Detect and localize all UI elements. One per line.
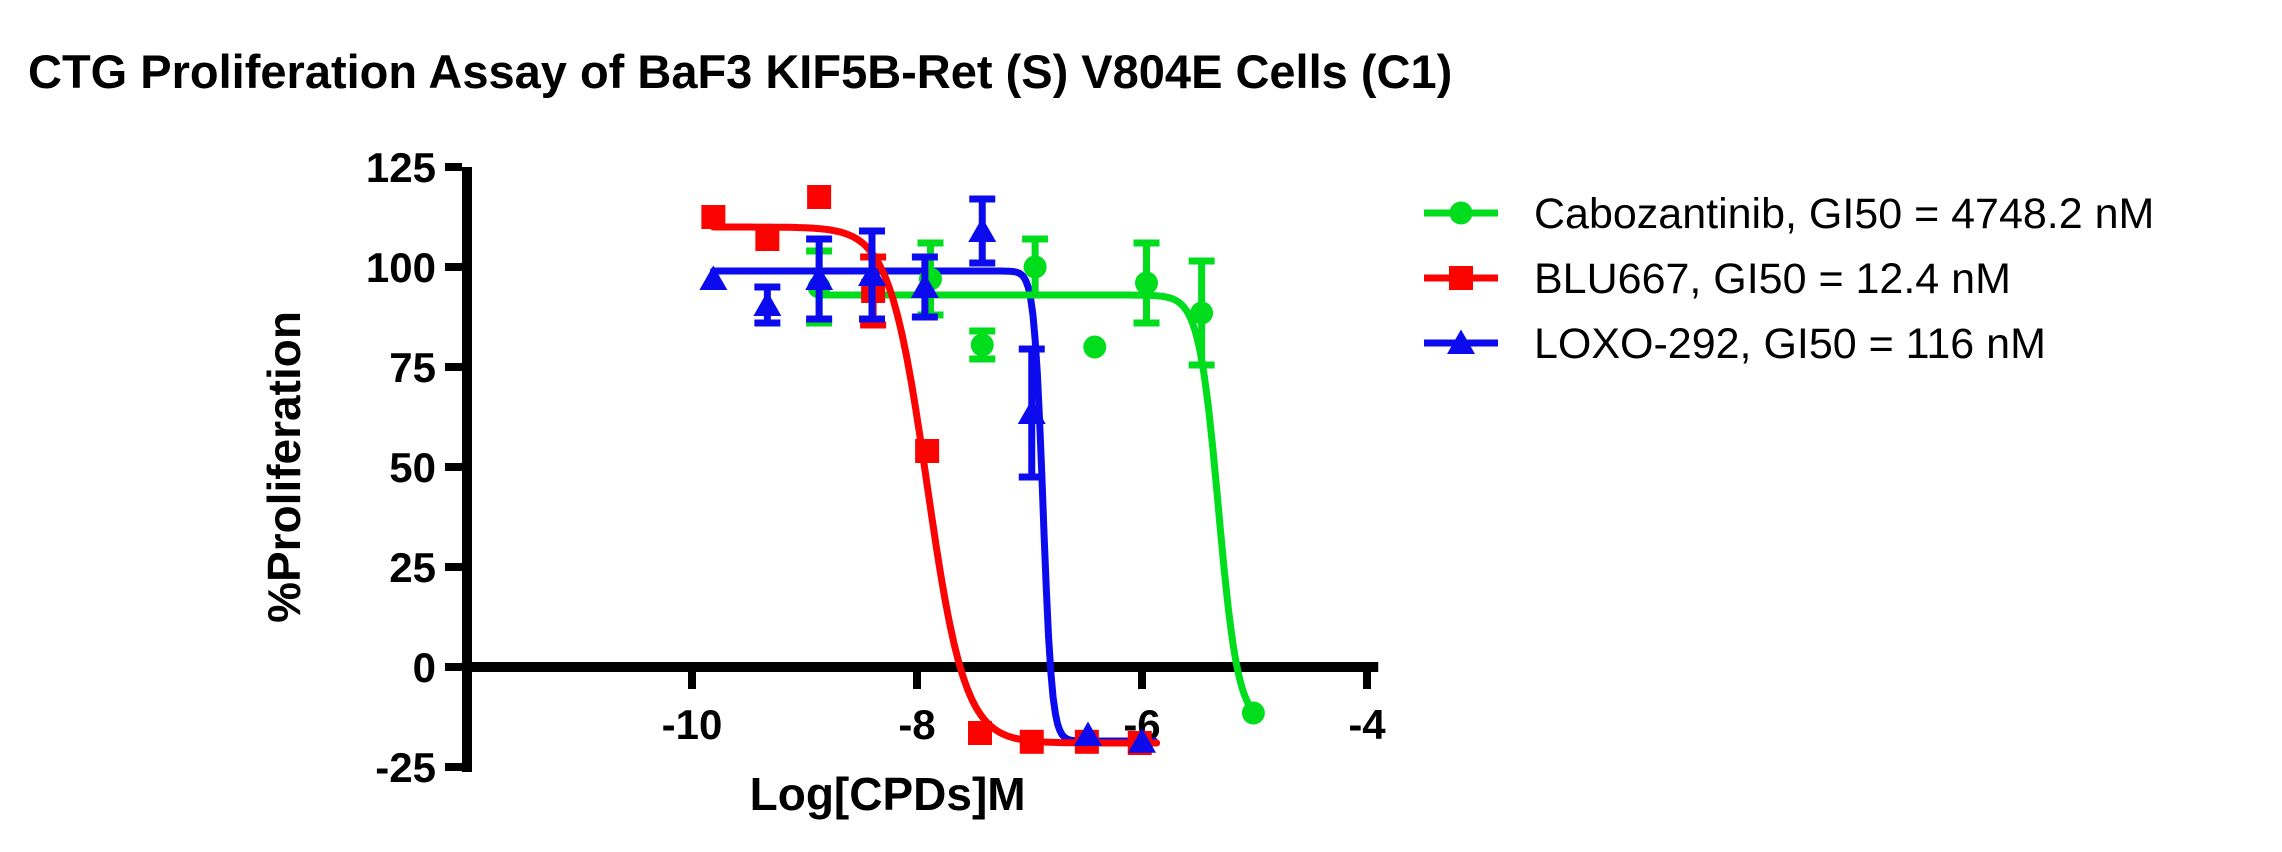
data-point-marker bbox=[910, 273, 939, 298]
data-point-marker bbox=[1190, 301, 1214, 325]
data-point-marker bbox=[915, 439, 940, 463]
legend-label: LOXO-292, GI50 = 116 nM bbox=[1534, 320, 2046, 368]
data-point-marker bbox=[1449, 201, 1473, 225]
data-point-marker bbox=[1128, 728, 1156, 753]
y-tick-label: 75 bbox=[389, 344, 436, 391]
y-tick-label: 50 bbox=[389, 444, 436, 491]
legend-label: Cabozantinib, GI50 = 4748.2 nM bbox=[1534, 190, 2154, 238]
legend-item-blu667: BLU667, GI50 = 12.4 nM bbox=[1424, 255, 2011, 303]
x-tick-label: -8 bbox=[898, 701, 935, 748]
series-loxo-292 bbox=[699, 195, 1156, 753]
data-point-marker bbox=[753, 291, 782, 316]
y-tick-label: 100 bbox=[366, 244, 436, 291]
data-point-marker bbox=[968, 217, 997, 242]
data-point-marker bbox=[1017, 399, 1046, 424]
data-point-marker bbox=[1447, 329, 1475, 354]
axes: -10 -8 -6 -41251007550250-25Log[CPDs]M%Prol… bbox=[258, 144, 1386, 820]
x-tick-label: -4 bbox=[1348, 701, 1386, 748]
data-point-marker bbox=[1074, 721, 1102, 746]
data-point-marker bbox=[1135, 271, 1158, 295]
legend-label: BLU667, GI50 = 12.4 nM bbox=[1534, 255, 2011, 303]
y-tick-label: -25 bbox=[375, 744, 436, 791]
data-point-marker bbox=[858, 261, 886, 286]
data-point-marker bbox=[1023, 255, 1047, 279]
data-point-marker bbox=[1449, 266, 1473, 290]
x-tick-label: -10 bbox=[662, 701, 723, 748]
y-axis-title: %Proliferation bbox=[258, 311, 310, 623]
y-tick-label: 25 bbox=[389, 544, 436, 591]
y-tick-label: 125 bbox=[366, 144, 436, 191]
chart-title: CTG Proliferation Assay of BaF3 KIF5B-Re… bbox=[28, 45, 1453, 98]
legend-item-cabozantinib: Cabozantinib, GI50 = 4748.2 nM bbox=[1424, 190, 2154, 238]
y-tick-label: 0 bbox=[413, 644, 436, 691]
series-cabozantinib bbox=[806, 235, 1265, 725]
data-point-marker bbox=[970, 333, 994, 357]
data-point-marker bbox=[1083, 335, 1107, 359]
x-axis-title: Log[CPDs]M bbox=[750, 768, 1026, 820]
data-point-marker bbox=[755, 227, 780, 251]
data-point-marker bbox=[807, 185, 832, 209]
data-point-marker bbox=[701, 205, 726, 229]
data-point-marker bbox=[968, 721, 992, 745]
legend-item-loxo-292: LOXO-292, GI50 = 116 nM bbox=[1424, 320, 2046, 368]
data-point-marker bbox=[1241, 701, 1265, 725]
data-point-marker bbox=[805, 265, 834, 290]
legend: Cabozantinib, GI50 = 4748.2 nM BLU667, GI… bbox=[1424, 190, 2154, 368]
data-point-marker bbox=[699, 265, 728, 290]
data-point-marker bbox=[1019, 729, 1044, 754]
